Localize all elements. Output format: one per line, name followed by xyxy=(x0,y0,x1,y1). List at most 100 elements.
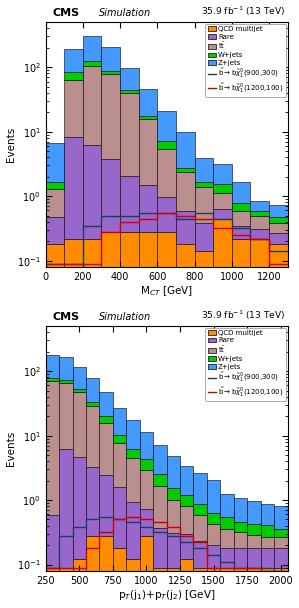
Bar xyxy=(269,244,288,608)
Bar xyxy=(274,506,288,529)
Bar xyxy=(59,358,73,379)
Bar xyxy=(46,244,64,608)
Text: Simulation: Simulation xyxy=(99,9,151,18)
Bar xyxy=(101,47,120,71)
Bar xyxy=(274,567,288,608)
Bar xyxy=(234,532,247,548)
Bar xyxy=(195,187,213,223)
Bar xyxy=(83,36,101,61)
Bar xyxy=(157,111,176,140)
Bar xyxy=(195,223,213,251)
Bar xyxy=(234,548,247,567)
Bar xyxy=(213,184,232,193)
Bar xyxy=(140,509,153,536)
Bar xyxy=(59,379,73,382)
Bar xyxy=(46,381,59,515)
Bar xyxy=(269,223,288,233)
Bar xyxy=(269,233,288,244)
Bar xyxy=(139,119,157,185)
Bar xyxy=(207,567,220,608)
Bar xyxy=(120,176,139,232)
Bar xyxy=(64,80,83,137)
Bar xyxy=(140,536,153,608)
Bar xyxy=(247,567,261,608)
Y-axis label: Events: Events xyxy=(6,431,16,466)
Bar xyxy=(64,238,83,608)
Bar xyxy=(207,480,220,513)
Bar xyxy=(113,548,126,608)
Bar xyxy=(139,185,157,232)
Bar xyxy=(180,466,193,496)
Bar xyxy=(247,523,261,535)
Bar xyxy=(120,91,139,93)
Bar xyxy=(120,232,139,608)
Bar xyxy=(193,472,207,504)
Bar xyxy=(261,567,274,608)
Bar xyxy=(46,355,59,378)
Bar xyxy=(247,548,261,567)
Bar xyxy=(86,378,99,402)
Bar xyxy=(101,232,120,608)
Bar xyxy=(232,204,250,211)
Bar xyxy=(126,559,140,608)
Bar xyxy=(195,251,213,608)
Bar xyxy=(113,487,126,548)
Bar xyxy=(83,145,101,238)
Bar xyxy=(46,189,64,216)
Bar xyxy=(126,502,140,559)
Bar xyxy=(269,205,288,216)
Bar xyxy=(157,197,176,232)
Bar xyxy=(73,367,86,389)
Bar xyxy=(157,148,176,197)
Bar xyxy=(176,133,195,168)
Bar xyxy=(176,212,195,244)
Bar xyxy=(213,164,232,184)
Bar xyxy=(250,212,269,216)
Bar xyxy=(207,513,220,524)
Bar xyxy=(99,416,113,423)
Bar xyxy=(140,432,153,459)
Bar xyxy=(207,524,220,545)
Bar xyxy=(73,393,86,457)
Bar xyxy=(167,533,180,567)
Bar xyxy=(46,182,64,189)
Bar xyxy=(139,232,157,608)
Bar xyxy=(193,567,207,608)
Bar xyxy=(195,159,213,182)
Bar xyxy=(153,486,167,528)
Bar xyxy=(274,529,288,537)
Bar xyxy=(83,238,101,608)
Bar xyxy=(140,459,153,470)
Bar xyxy=(59,382,73,449)
Bar xyxy=(46,567,59,608)
Bar xyxy=(180,506,193,534)
Bar xyxy=(213,193,232,209)
X-axis label: M$_{CT}$ [GeV]: M$_{CT}$ [GeV] xyxy=(140,285,193,299)
Bar xyxy=(83,66,101,145)
Bar xyxy=(167,457,180,488)
Bar xyxy=(113,443,126,487)
Bar xyxy=(139,89,157,116)
Text: CMS: CMS xyxy=(53,9,80,18)
Bar xyxy=(46,143,64,182)
Legend: QCD multijet, Rare, t$\bar{\mathrm{t}}$, W+jets, Z+jets, $\tilde{\mathrm{b}}\rig: QCD multijet, Rare, t$\bar{\mathrm{t}}$,… xyxy=(205,328,286,401)
Bar xyxy=(59,449,73,567)
Bar xyxy=(120,67,139,91)
Bar xyxy=(157,232,176,608)
Bar xyxy=(73,559,86,608)
Bar xyxy=(73,457,86,559)
Bar xyxy=(250,216,269,229)
Bar xyxy=(207,545,220,567)
Bar xyxy=(86,402,99,407)
Bar xyxy=(176,244,195,608)
Bar xyxy=(261,504,274,525)
Bar xyxy=(126,420,140,449)
Bar xyxy=(250,238,269,608)
Bar xyxy=(195,182,213,187)
Bar xyxy=(250,201,269,212)
Bar xyxy=(99,475,113,536)
Bar xyxy=(113,435,126,443)
Bar xyxy=(101,74,120,159)
Bar xyxy=(126,449,140,458)
Text: 35.9 fb$^{-1}$ (13 TeV): 35.9 fb$^{-1}$ (13 TeV) xyxy=(201,5,285,18)
